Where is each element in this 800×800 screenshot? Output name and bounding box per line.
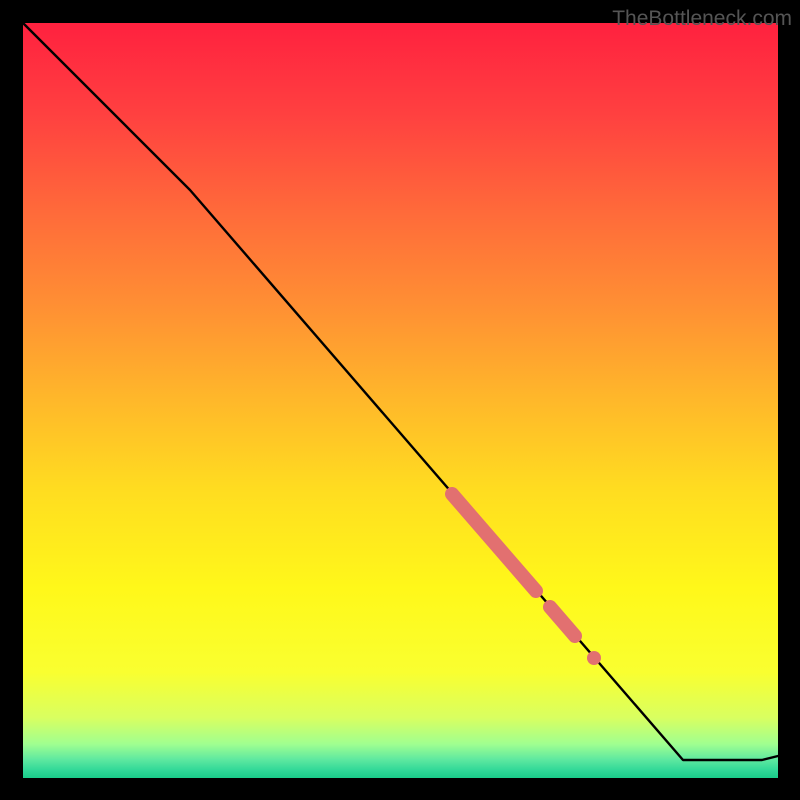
marker-dot xyxy=(587,651,601,665)
chart-svg xyxy=(0,0,800,800)
chart-container: TheBottleneck.com xyxy=(0,0,800,800)
watermark-text: TheBottleneck.com xyxy=(612,7,792,31)
